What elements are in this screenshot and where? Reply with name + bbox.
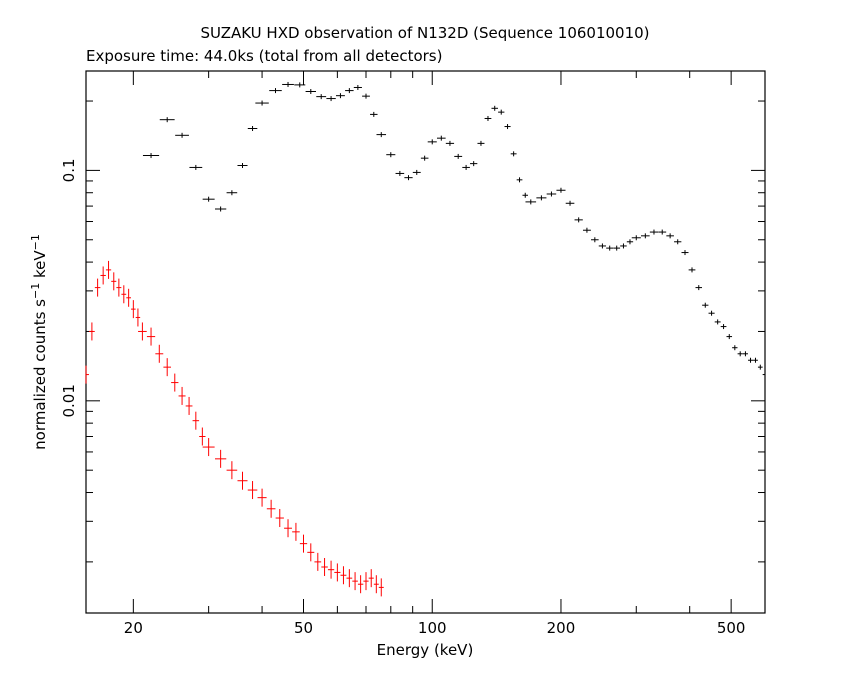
series-1 [85, 260, 384, 597]
y-tick-label: 0.01 [60, 384, 78, 417]
x-tick-label: 20 [124, 619, 143, 637]
chart-title: SUZAKU HXD observation of N132D (Sequenc… [200, 24, 649, 42]
x-tick-label: 50 [294, 619, 313, 637]
axis-ticks [86, 71, 766, 613]
y-tick-labels: 0.01 0.1 [60, 158, 78, 417]
x-tick-label: 500 [717, 619, 746, 637]
y-tick-label: 0.1 [60, 158, 78, 182]
data-series [85, 81, 766, 597]
x-axis-label: Energy (keV) [377, 641, 474, 659]
plot-frame [85, 70, 766, 614]
x-tick-labels: 20 50 100 200 500 [124, 619, 746, 637]
x-tick-label: 200 [547, 619, 576, 637]
y-axis-label: normalized counts s−1 keV−1 [29, 234, 49, 450]
series-0 [142, 81, 766, 378]
x-tick-label: 100 [418, 619, 447, 637]
chart-subtitle: Exposure time: 44.0ks (total from all de… [86, 47, 442, 65]
